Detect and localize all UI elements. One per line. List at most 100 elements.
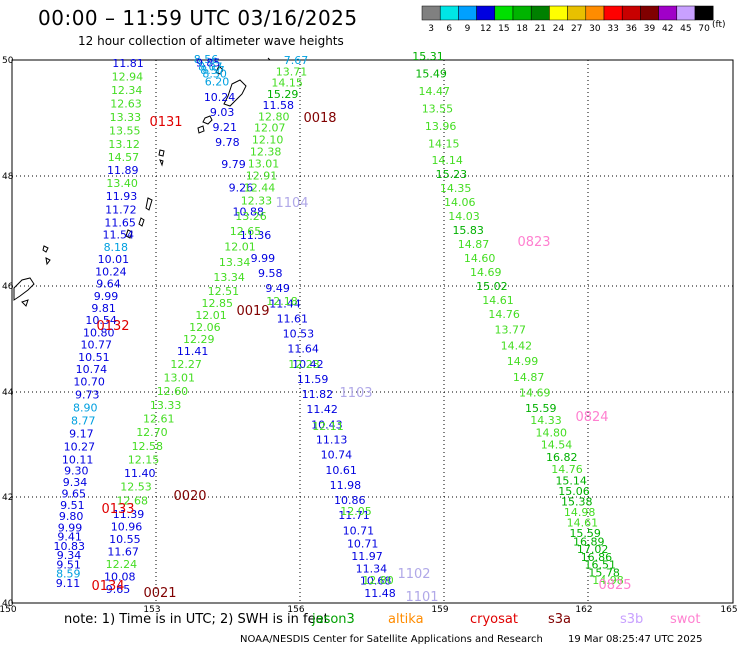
wave-height-value: 15.59 <box>525 402 557 415</box>
wave-height-value: 10.53 <box>283 328 315 341</box>
color-swatch <box>694 5 714 21</box>
wave-height-value: 11.97 <box>351 550 383 563</box>
wave-height-value: 10.70 <box>73 376 105 389</box>
wave-height-value: 13.40 <box>106 177 138 190</box>
color-scale-tick-label: 6 <box>446 24 452 34</box>
wave-height-value: 8.57 <box>200 64 225 77</box>
wave-height-value: 11.41 <box>177 345 209 358</box>
wave-height-value: 8.07 <box>198 60 223 73</box>
color-scale-tick-label: 21 <box>535 24 546 34</box>
wave-height-value: 13.01 <box>164 371 196 384</box>
wave-height-value: 15.59 <box>569 527 601 540</box>
y-axis-tick-label: 44 <box>2 388 14 398</box>
y-axis-tick-label: 48 <box>2 172 14 182</box>
wave-height-value: 14.80 <box>536 426 568 439</box>
wave-height-value: 17.02 <box>577 543 609 556</box>
wave-height-value: 14.98 <box>564 506 596 519</box>
coastline <box>215 65 224 75</box>
wave-height-value: 14.98 <box>592 574 624 587</box>
map-title: 00:00 – 11:59 UTC 03/16/2025 <box>38 6 358 30</box>
wave-height-value: 14.03 <box>448 210 480 223</box>
color-scale-tick-label: 42 <box>662 24 673 34</box>
wave-height-value: 11.93 <box>106 190 138 203</box>
wave-height-value: 9.51 <box>56 558 81 571</box>
wave-height-value: 11.64 <box>287 343 319 356</box>
wave-height-value: 15.31 <box>412 50 444 63</box>
time-marker: 0021 <box>143 586 176 601</box>
wave-height-value: 14.35 <box>440 182 472 195</box>
wave-height-value: 14.06 <box>444 196 476 209</box>
coastline <box>21 299 29 307</box>
wave-height-value: 15.83 <box>452 224 484 237</box>
wave-height-value: 9.99 <box>94 290 119 303</box>
wave-height-value: 12.53 <box>120 481 152 494</box>
wave-height-samples: 11.8112.9412.3412.6313.3313.5513.1214.57… <box>54 50 624 600</box>
coastline <box>267 57 271 61</box>
wave-height-value: 15.29 <box>267 88 299 101</box>
wave-height-value: 15.23 <box>436 168 468 181</box>
wave-height-value: 10.71 <box>347 538 379 551</box>
wave-height-value: 14.14 <box>431 154 463 167</box>
wave-height-value: 10.71 <box>343 524 375 537</box>
wave-height-value: 8.77 <box>71 415 96 428</box>
time-marker: 1101 <box>405 590 438 605</box>
wave-height-value: 12.91 <box>246 170 278 183</box>
gridlines <box>11 59 734 604</box>
wave-height-value: 10.24 <box>204 91 236 104</box>
y-axis-tick-label: 46 <box>2 282 14 292</box>
wave-height-value: 9.58 <box>258 267 283 280</box>
wave-height-value: 13.34 <box>219 256 251 269</box>
time-marker: 0134 <box>91 579 124 594</box>
wave-height-value: 16.82 <box>546 451 578 464</box>
time-marker: 0823 <box>517 235 550 250</box>
wave-height-value: 14.76 <box>551 463 583 476</box>
wave-height-value: 12.07 <box>254 122 286 135</box>
wave-height-value: 12.70 <box>136 426 168 439</box>
time-marker: 0133 <box>101 502 134 517</box>
wave-height-value: 14.60 <box>464 252 496 265</box>
wave-height-value: 11.36 <box>240 229 272 242</box>
wave-height-value: 12.29 <box>183 333 215 346</box>
wave-height-value: 14.47 <box>419 85 451 98</box>
wave-height-value: 9.80 <box>59 510 84 523</box>
wave-height-value: 12.05 <box>340 505 372 518</box>
wave-height-value: 14.61 <box>482 294 514 307</box>
time-marker: 0132 <box>96 319 129 334</box>
wave-height-value: 9.17 <box>69 428 94 441</box>
wave-height-value: 12.80 <box>362 574 394 587</box>
wave-height-value: 10.51 <box>78 351 110 364</box>
wave-height-value: 13.34 <box>213 271 245 284</box>
wave-height-value: 14.99 <box>507 355 539 368</box>
color-scale-tick-label: 24 <box>553 24 565 34</box>
wave-height-value: 11.65 <box>104 216 136 229</box>
wave-height-value: 9.99 <box>58 521 83 534</box>
wave-height-value: 11.72 <box>105 203 137 216</box>
wave-height-value: 12.10 <box>252 134 284 147</box>
wave-height-value: 12.06 <box>189 321 221 334</box>
wave-height-value: 12.51 <box>208 285 240 298</box>
wave-height-value: 8.59 <box>56 568 81 581</box>
wave-height-value: 14.54 <box>541 439 573 452</box>
wave-height-value: 12.60 <box>157 385 189 398</box>
wave-height-value: 12.58 <box>132 440 164 453</box>
wave-height-value: 6.20 <box>205 76 230 89</box>
coastline <box>197 125 205 134</box>
x-axis-tick-label: 162 <box>575 605 592 615</box>
wave-height-value: 9.81 <box>91 302 116 315</box>
wave-height-value: 12.15 <box>128 453 160 466</box>
coastline <box>202 115 213 125</box>
wave-height-value: 11.44 <box>269 297 301 310</box>
wave-height-value: 11.67 <box>107 546 139 559</box>
wave-height-value: 11.58 <box>262 99 294 112</box>
wave-height-value: 7.67 <box>284 54 309 67</box>
time-marker: 0825 <box>598 578 631 593</box>
time-marker: 1103 <box>339 386 372 401</box>
wave-height-value: 15.38 <box>561 496 593 509</box>
wave-height-value: 14.69 <box>470 266 502 279</box>
footer-agency: NOAA/NESDIS Center for Satellite Applica… <box>240 634 543 645</box>
units-note: note: 1) Time is in UTC; 2) SWH is in fe… <box>64 612 329 627</box>
wave-height-value: 10.61 <box>325 464 357 477</box>
time-marker: 0018 <box>303 111 336 126</box>
legend-item-s3b: s3b <box>620 612 644 627</box>
coastline <box>159 159 164 167</box>
